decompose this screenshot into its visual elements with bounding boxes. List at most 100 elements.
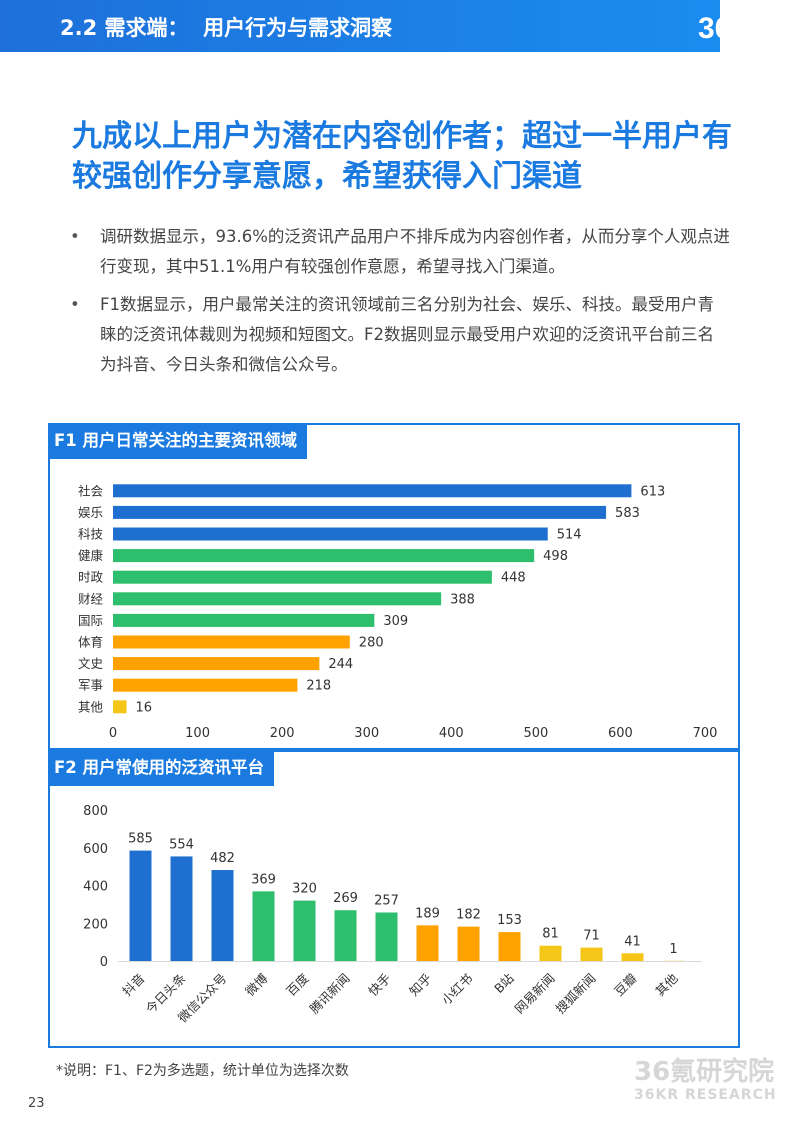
bullet-list: • 调研数据显示，93.6%的泛资讯产品用户不排斥成为内容创作者，从而分享个人观…	[70, 222, 730, 388]
category-label: 网易新闻	[512, 971, 558, 1017]
bar	[252, 891, 275, 961]
tick-label: 400	[83, 880, 108, 895]
chart-panel-f2: F2 用户常使用的泛资讯平台 0 200 400 600 800 585 抖音 554 今日头条…	[48, 750, 740, 1048]
category-label: 健康	[78, 548, 104, 563]
page-number: 23	[28, 1096, 45, 1111]
data-label: 482	[210, 851, 235, 866]
data-label: 613	[640, 484, 665, 499]
data-label: 257	[374, 893, 399, 908]
category-label: 时政	[78, 570, 104, 585]
watermark-title: 36氪研究院	[634, 1057, 775, 1087]
category-label: 小红书	[438, 971, 475, 1008]
data-label: 269	[333, 891, 358, 906]
category-label: 娱乐	[78, 505, 103, 520]
bar	[621, 953, 644, 961]
data-label: 309	[383, 614, 408, 629]
category-label: 快手	[365, 971, 393, 999]
bullet-item: • 调研数据显示，93.6%的泛资讯产品用户不排斥成为内容创作者，从而分享个人观…	[70, 222, 730, 282]
data-label: 448	[501, 571, 526, 586]
bullet-text: F1数据显示，用户最常关注的资讯领域前三名分别为社会、娱乐、科技。最受用户青睐的…	[100, 295, 714, 374]
category-label: 其他	[652, 970, 681, 999]
data-label: 182	[456, 908, 481, 923]
category-label: 体育	[78, 635, 103, 650]
data-label: 320	[292, 882, 317, 897]
data-label: 153	[497, 913, 522, 928]
tick-label: 600	[608, 726, 633, 741]
bar	[211, 870, 234, 961]
bar	[334, 910, 357, 961]
bar	[113, 527, 548, 541]
tick-label: 300	[354, 726, 379, 741]
data-label: 498	[543, 549, 568, 564]
tick-label: 600	[83, 842, 108, 857]
chart-title-f1: F1 用户日常关注的主要资讯领域	[48, 423, 307, 459]
bar	[113, 700, 127, 714]
category-label: 财经	[78, 591, 104, 606]
data-label: 81	[542, 927, 559, 942]
category-label: 国际	[78, 613, 103, 628]
data-label: 244	[328, 657, 353, 672]
category-label: 科技	[78, 527, 104, 542]
category-label: 搜狐新闻	[553, 971, 599, 1017]
tick-label: 700	[693, 726, 718, 741]
data-label: 41	[624, 934, 641, 949]
bar	[113, 549, 535, 563]
category-label: 军事	[78, 678, 103, 693]
data-label: 189	[415, 906, 440, 921]
page-title: 九成以上用户为潜在内容创作者；超过一半用户有较强创作分享意愿，希望获得入门渠道	[72, 119, 732, 194]
header-band	[0, 0, 720, 52]
category-label: 文史	[78, 656, 104, 671]
tick-label: 200	[83, 917, 108, 932]
chart-panel-f1: F1 用户日常关注的主要资讯领域 社会 613 娱乐 583 科技 514 健康 498 时政 4…	[48, 423, 740, 750]
data-label: 1	[669, 942, 677, 957]
bar	[498, 932, 521, 961]
category-label: 抖音	[119, 971, 147, 999]
chart-f2: 0200400600800585抖音554今日头条482微信公众号369微博32…	[83, 804, 702, 1025]
bar	[113, 484, 632, 498]
category-label: 社会	[78, 483, 104, 498]
bar	[113, 592, 442, 606]
data-label: 218	[306, 679, 331, 694]
tick-label: 500	[523, 726, 548, 741]
tick-label: 100	[185, 726, 210, 741]
svg-text:36Kr: 36Kr	[698, 12, 765, 45]
category-label: 百度	[283, 970, 312, 999]
section-title: 2.2 需求端： 用户行为与需求洞察	[60, 16, 393, 40]
data-label: 71	[583, 929, 600, 944]
tick-label: 0	[100, 955, 108, 970]
bullet-text: 调研数据显示，93.6%的泛资讯产品用户不排斥成为内容创作者，从而分享个人观点进…	[100, 227, 730, 276]
category-label: 豆瓣	[611, 970, 640, 999]
watermark-subtitle: 36KR RESEARCH	[634, 1087, 777, 1103]
bar	[113, 570, 492, 584]
category-label: 知乎	[406, 971, 434, 999]
category-label: 其他	[78, 699, 104, 714]
data-label: 514	[557, 528, 582, 543]
data-label: 585	[128, 832, 153, 847]
bar	[113, 613, 375, 627]
bar	[113, 678, 298, 692]
watermark: 36氪研究院 36KR RESEARCH	[634, 1058, 777, 1104]
data-label: 280	[359, 636, 384, 651]
bar	[113, 505, 607, 519]
bar	[170, 856, 193, 961]
footnote: *说明：F1、F2为多选题，统计单位为选择次数	[56, 1063, 349, 1079]
bar	[580, 947, 603, 961]
data-label: 583	[615, 506, 640, 521]
data-label: 16	[136, 700, 153, 715]
bar	[416, 925, 439, 961]
bar	[113, 657, 320, 671]
chart-title-f2: F2 用户常使用的泛资讯平台	[48, 750, 274, 786]
bar	[113, 635, 350, 649]
category-label: 微博	[242, 970, 271, 999]
bar	[293, 900, 316, 961]
logo-36kr: 36Kr	[698, 12, 765, 45]
chart-f1: 社会 613 娱乐 583 科技 514 健康 498 时政 448 财经 388 国际 309 体育 280…	[78, 483, 718, 741]
tick-label: 800	[83, 804, 108, 819]
bar	[375, 912, 398, 961]
bar	[539, 945, 562, 961]
bullet-icon: •	[70, 227, 80, 246]
bar	[129, 850, 152, 961]
data-label: 369	[251, 872, 276, 887]
tick-label: 400	[439, 726, 464, 741]
bar	[457, 926, 480, 961]
